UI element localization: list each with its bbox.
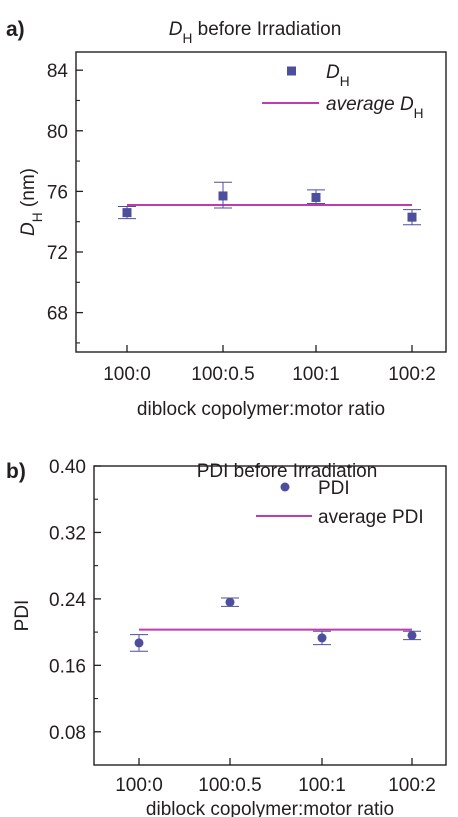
label-rest: (nm)	[18, 168, 39, 212]
panel-letter: b)	[6, 460, 26, 483]
label-main: D	[169, 19, 183, 40]
label-main: PDI	[12, 600, 33, 632]
data-point	[218, 191, 228, 201]
x-tick-label: 100:0	[103, 364, 151, 385]
y-tick-label: 0.08	[49, 723, 86, 744]
y-tick-label: 80	[47, 122, 68, 143]
x-tick-label: 100:0.5	[191, 364, 254, 385]
x-tick-label: 100:2	[388, 364, 436, 385]
data-point	[407, 212, 417, 222]
label-subscript: H	[30, 212, 45, 222]
x-axis-title: diblock copolymer:motor ratio	[146, 799, 394, 817]
label-subscript: H	[414, 106, 424, 121]
y-tick-label: 0.16	[49, 656, 86, 677]
y-axis-title: PDI	[12, 600, 33, 632]
panel-letter: a)	[6, 18, 25, 41]
x-tick-label: 100:0.5	[198, 775, 261, 796]
label-main: average D	[326, 94, 414, 115]
legend-label: DH	[326, 62, 350, 89]
plot-frame	[75, 51, 447, 353]
y-tick-label: 68	[47, 304, 68, 325]
x-tick-label: 100:1	[292, 364, 340, 385]
legend-label: average DH	[326, 94, 424, 121]
data-point	[317, 633, 327, 643]
legend: PDI average PDI	[256, 478, 424, 528]
label-subscript: H	[340, 74, 350, 89]
data-point	[311, 192, 321, 202]
label-subscript: H	[182, 31, 192, 46]
legend-label: average PDI	[318, 507, 424, 528]
label-main: PDI	[318, 478, 350, 499]
y-axis-title: DH (nm)	[18, 168, 45, 236]
chart-title: DH before Irradiation	[169, 19, 342, 46]
y-tick-label: 0.40	[49, 457, 86, 478]
legend-label: PDI	[318, 478, 350, 499]
data-point	[407, 630, 417, 640]
label-main: D	[326, 62, 340, 83]
label-main: D	[18, 222, 39, 236]
x-tick-label: 100:2	[388, 775, 436, 796]
plot-frame	[93, 465, 447, 766]
label-main: average PDI	[318, 507, 424, 528]
chart-title: PDI before Irradiation	[197, 461, 378, 482]
x-tick-label: 100:0	[115, 775, 163, 796]
x-axis-title: diblock copolymer:motor ratio	[137, 399, 385, 420]
legend-marker	[287, 66, 296, 76]
chart-panel-b: b) PDI before Irradiation 0.08 0.16 0.24 0.32…	[6, 457, 447, 817]
data-point	[225, 597, 235, 607]
label-rest: before Irradiation	[192, 19, 341, 40]
legend-marker	[280, 482, 290, 492]
data-point	[134, 638, 144, 648]
label-main: PDI before Irradiation	[197, 461, 378, 482]
x-tick-label: 100:1	[298, 775, 346, 796]
y-tick-label: 0.32	[49, 523, 86, 544]
data-point	[122, 208, 132, 218]
y-tick-label: 84	[47, 61, 69, 82]
y-tick-label: 0.24	[49, 590, 86, 611]
y-tick-label: 72	[47, 243, 68, 264]
y-tick-label: 76	[47, 182, 68, 203]
